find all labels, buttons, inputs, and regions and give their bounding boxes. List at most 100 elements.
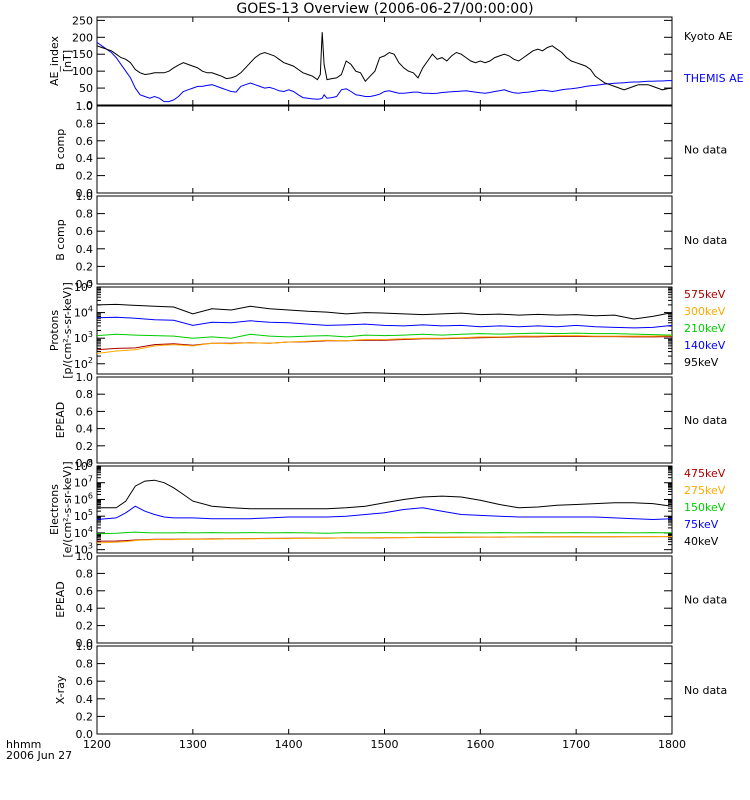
panel-1: 0 50 100 150 200 250 AE_index [nT] Kyoto AE THEMI… <box>48 14 744 112</box>
y-tick-label: 100 <box>72 65 93 78</box>
no-data-label: No data <box>684 234 727 247</box>
no-data-label: No data <box>684 594 727 607</box>
legend-entry: 575keV <box>684 288 726 301</box>
y-tick-label: 50 <box>79 82 93 95</box>
x-tick-label: 1300 <box>179 738 207 751</box>
legend-entry: 95keV <box>684 356 719 369</box>
y-tick-label: 0.6 <box>76 135 94 148</box>
y-axis-label: EPEAD <box>54 581 67 618</box>
panel-frame <box>96 195 673 285</box>
y-tick-label: 0.8 <box>76 567 94 580</box>
y-tick-label: 102 <box>74 356 93 371</box>
x-axis-label-time-format: hhmm <box>6 738 42 751</box>
y-tick-label: 0.0 <box>76 637 94 650</box>
legend-entry: 475keV <box>684 467 726 480</box>
y-axis-label: [e/(cm²-s-sr-keV)] <box>61 461 74 557</box>
series-line-210kev <box>96 332 673 339</box>
series-line-140kev <box>96 316 673 329</box>
y-tick-label: 250 <box>72 14 93 27</box>
panel-3: 0.0 0.2 0.4 0.6 0.8 1.0 B comp No data <box>54 190 727 291</box>
y-tick-label: 1.0 <box>76 371 94 384</box>
y-axis-label: AE_index <box>48 35 61 86</box>
y-tick-label: 0.2 <box>76 170 94 183</box>
panel-frame <box>96 376 673 464</box>
y-tick-label: 0.2 <box>76 260 94 273</box>
y-tick-label: 1.0 <box>76 100 94 113</box>
legend-entry: 210keV <box>684 322 726 335</box>
y-tick-label: 0.0 <box>76 457 94 470</box>
y-tick-label: 0.6 <box>76 405 94 418</box>
y-axis-label: B comp <box>54 219 67 261</box>
panel-frame <box>96 555 673 644</box>
panel-frame <box>96 645 673 735</box>
y-tick-label: 108 <box>74 458 93 473</box>
legend-entry: THEMIS AE <box>683 72 744 85</box>
y-axis-label: [p/(cm²-s-sr-keV)] <box>61 282 74 379</box>
y-tick-label: 1.0 <box>76 640 94 653</box>
x-tick-label: 1200 <box>83 738 111 751</box>
y-tick-label: 0.6 <box>76 675 94 688</box>
no-data-label: No data <box>684 684 727 697</box>
y-tick-label: 0.2 <box>76 620 94 633</box>
no-data-label: No data <box>684 414 727 427</box>
series-line-300kev <box>96 335 673 354</box>
y-tick-label: 150 <box>72 48 93 61</box>
y-tick-label: 0.6 <box>76 585 94 598</box>
y-tick-label: 105 <box>74 508 93 523</box>
series-line-150kev <box>96 531 673 535</box>
legend-entry: 150keV <box>684 501 726 514</box>
panel-frame <box>96 105 673 194</box>
y-axis-label: Protons <box>48 310 61 351</box>
series-line-themis-ae <box>96 41 672 103</box>
y-tick-label: 0.4 <box>76 693 94 706</box>
y-axis-label: Electrons <box>48 484 61 535</box>
series-line-kyoto-ae <box>96 32 673 91</box>
panel-2: 0.0 0.2 0.4 0.6 0.8 1.0 B comp No data <box>54 100 727 200</box>
panel-frame <box>96 465 673 554</box>
x-tick-label: 1700 <box>562 738 590 751</box>
y-tick-label: 107 <box>74 475 93 490</box>
legend-entry: 275keV <box>684 484 726 497</box>
legend-entry: Kyoto AE <box>684 30 733 43</box>
y-tick-label: 0.0 <box>76 728 94 741</box>
y-tick-label: 103 <box>74 330 93 345</box>
y-tick-label: 0.6 <box>76 225 94 238</box>
y-tick-label: 0.4 <box>76 423 94 436</box>
panel-8: 0.0 0.2 0.4 0.6 0.8 1.0 X-ray No data <box>54 640 727 741</box>
y-tick-label: 0.2 <box>76 710 94 723</box>
panel-frame <box>96 286 673 375</box>
series-line-40kev <box>97 479 673 510</box>
y-tick-label: 0.4 <box>76 602 94 615</box>
y-tick-label: 0.4 <box>76 243 94 256</box>
y-tick-label: 0.4 <box>76 152 94 165</box>
y-tick-label: 0.8 <box>76 658 94 671</box>
x-tick-label: 1800 <box>658 738 686 751</box>
y-axis-label: B comp <box>54 129 67 171</box>
y-axis-label: EPEAD <box>54 402 67 439</box>
title: GOES-13 Overview (2006-06-27/00:00:00) <box>236 1 534 17</box>
y-tick-label: 104 <box>74 525 93 540</box>
legend-entry: 40keV <box>684 535 719 548</box>
legend-entry: 300keV <box>684 305 726 318</box>
y-tick-label: 0.8 <box>76 208 94 221</box>
x-axis-label-date: 2006 Jun 27 <box>6 749 73 762</box>
y-tick-label: 105 <box>74 279 93 294</box>
y-tick-label: 1.0 <box>76 190 94 203</box>
series-line-95kev <box>96 303 673 320</box>
y-tick-label: 104 <box>74 305 93 320</box>
legend-entry: 140keV <box>684 339 726 352</box>
y-axis-label: X-ray <box>54 675 67 704</box>
panel-5: 0.0 0.2 0.4 0.6 0.8 1.0 EPEAD No data <box>54 371 727 470</box>
series-line-575kev <box>96 335 673 351</box>
y-axis-label: [nT] <box>61 50 74 72</box>
panel-7: 0.0 0.2 0.4 0.6 0.8 1.0 EPEAD No data <box>54 550 727 650</box>
x-tick-label: 1500 <box>371 738 399 751</box>
y-tick-label: 0.8 <box>76 388 94 401</box>
y-tick-label: 1.0 <box>76 550 94 563</box>
y-tick-label: 0 <box>86 99 93 112</box>
y-tick-label: 0.0 <box>76 278 94 291</box>
panel-4: 102 103 104 105 Protons [p/(cm²-s-sr-keV)] 575… <box>48 279 726 379</box>
no-data-label: No data <box>684 144 727 157</box>
y-tick-label: 0.8 <box>76 117 94 130</box>
